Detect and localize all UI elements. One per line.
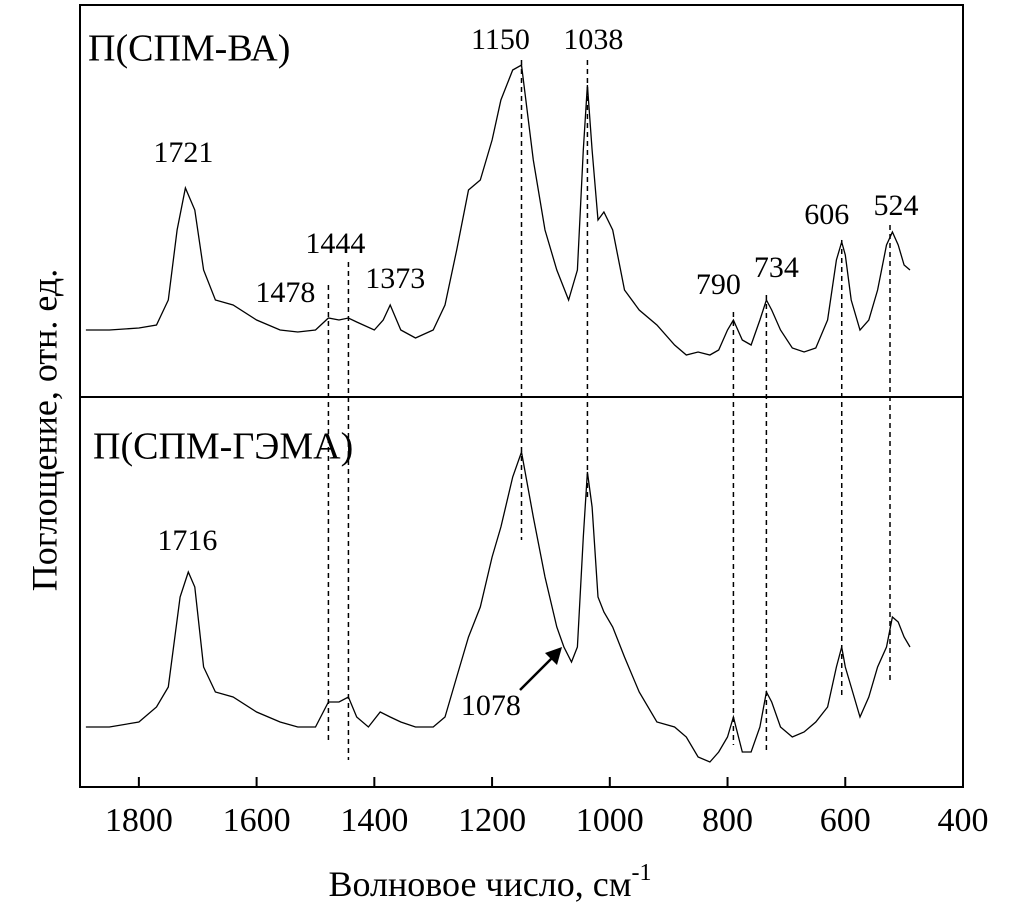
peak-label: 1150 bbox=[471, 23, 530, 56]
x-tick-label: 1600 bbox=[223, 802, 291, 839]
peak-label: 524 bbox=[874, 189, 919, 222]
peak-label: 1721 bbox=[153, 136, 213, 169]
x-tick-label: 1200 bbox=[458, 802, 526, 839]
x-tick-label: 800 bbox=[702, 802, 753, 839]
x-axis-label: Волновое число, см-1 bbox=[328, 860, 651, 905]
peak-label: 790 bbox=[696, 268, 741, 301]
peak-label: 1716 bbox=[157, 524, 217, 557]
x-tick-label: 400 bbox=[938, 802, 989, 839]
arrow-head bbox=[545, 647, 562, 665]
peak-label: 1373 bbox=[365, 262, 425, 295]
arrow bbox=[519, 656, 554, 691]
x-axis-label-sup: -1 bbox=[632, 860, 652, 886]
x-tick-label: 600 bbox=[820, 802, 871, 839]
peak-label: 734 bbox=[754, 251, 799, 284]
y-axis-label: Поглощение, отн. ед. bbox=[24, 269, 64, 591]
peak-label: 1038 bbox=[563, 23, 623, 56]
peak-label: 1478 bbox=[255, 276, 315, 309]
spectrum-line bbox=[85, 449, 911, 763]
x-tick-label: 1400 bbox=[340, 802, 408, 839]
peak-label: 1078 bbox=[461, 689, 521, 722]
spectrum-line bbox=[85, 63, 911, 356]
x-tick-label: 1800 bbox=[105, 802, 173, 839]
panel-title: П(СПМ-ВА) bbox=[88, 28, 290, 70]
peak-label: 1444 bbox=[305, 227, 365, 260]
x-tick-label: 1000 bbox=[576, 802, 644, 839]
panel-title: П(СПМ-ГЭМА) bbox=[93, 426, 353, 468]
x-axis-label-text: Волновое число, см bbox=[328, 864, 631, 904]
peak-label: 606 bbox=[804, 198, 849, 231]
